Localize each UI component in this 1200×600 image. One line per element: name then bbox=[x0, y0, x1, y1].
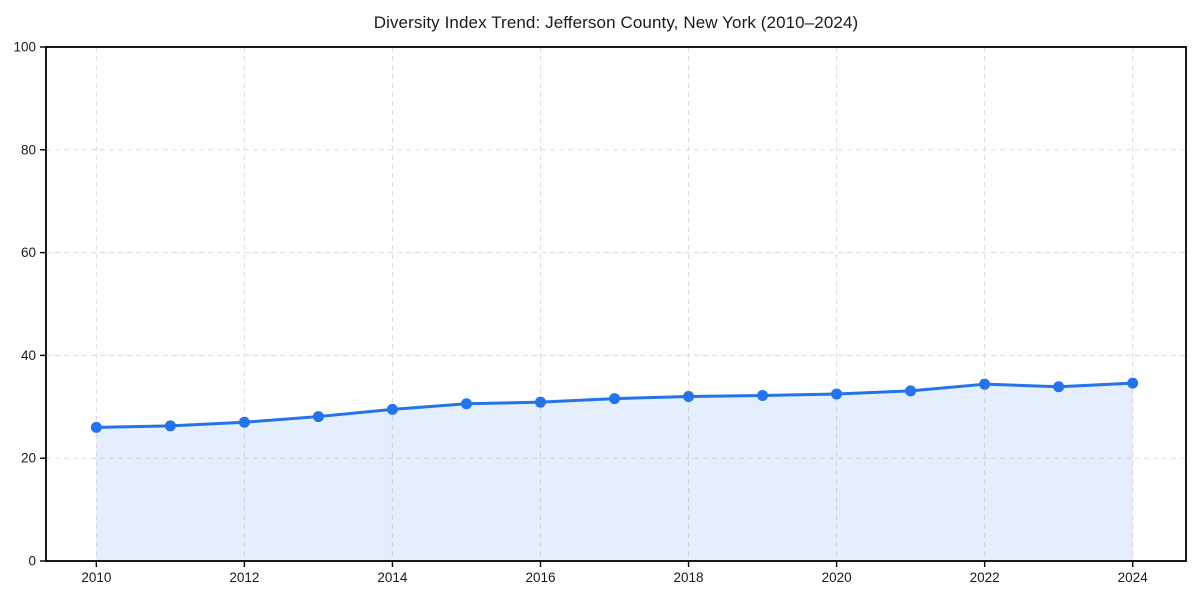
data-point-marker bbox=[905, 385, 917, 397]
data-point-marker bbox=[534, 396, 546, 408]
plot-border bbox=[45, 46, 1187, 562]
data-point-marker bbox=[609, 393, 621, 405]
x-tick-label: 2022 bbox=[970, 570, 1000, 585]
data-point-marker bbox=[1053, 381, 1065, 393]
data-point-marker bbox=[164, 420, 176, 432]
data-point-marker bbox=[683, 391, 695, 403]
data-point-marker bbox=[312, 411, 324, 423]
area-fill bbox=[96, 383, 1133, 561]
x-tick-label: 2010 bbox=[81, 570, 111, 585]
x-tick-label: 2014 bbox=[377, 570, 408, 585]
y-tick-label: 100 bbox=[13, 40, 36, 55]
y-tick-label: 20 bbox=[21, 451, 36, 466]
chart-title: Diversity Index Trend: Jefferson County,… bbox=[373, 13, 859, 32]
y-tick-label: 60 bbox=[21, 245, 36, 260]
y-tick-label: 0 bbox=[28, 554, 36, 569]
data-point-marker bbox=[757, 389, 769, 401]
x-tick-label: 2018 bbox=[674, 570, 704, 585]
data-point-marker bbox=[460, 398, 472, 410]
y-tick-label: 40 bbox=[21, 348, 36, 363]
x-tick-label: 2024 bbox=[1118, 570, 1149, 585]
data-point-marker bbox=[238, 416, 250, 428]
x-tick-label: 2020 bbox=[822, 570, 852, 585]
data-point-marker bbox=[979, 378, 991, 390]
x-tick-label: 2012 bbox=[229, 570, 259, 585]
x-tick-label: 2016 bbox=[525, 570, 555, 585]
data-point-marker bbox=[386, 403, 398, 415]
data-point-marker bbox=[90, 421, 102, 433]
data-point-marker bbox=[1127, 377, 1139, 389]
data-point-marker bbox=[831, 388, 843, 400]
y-tick-label: 80 bbox=[21, 142, 36, 157]
